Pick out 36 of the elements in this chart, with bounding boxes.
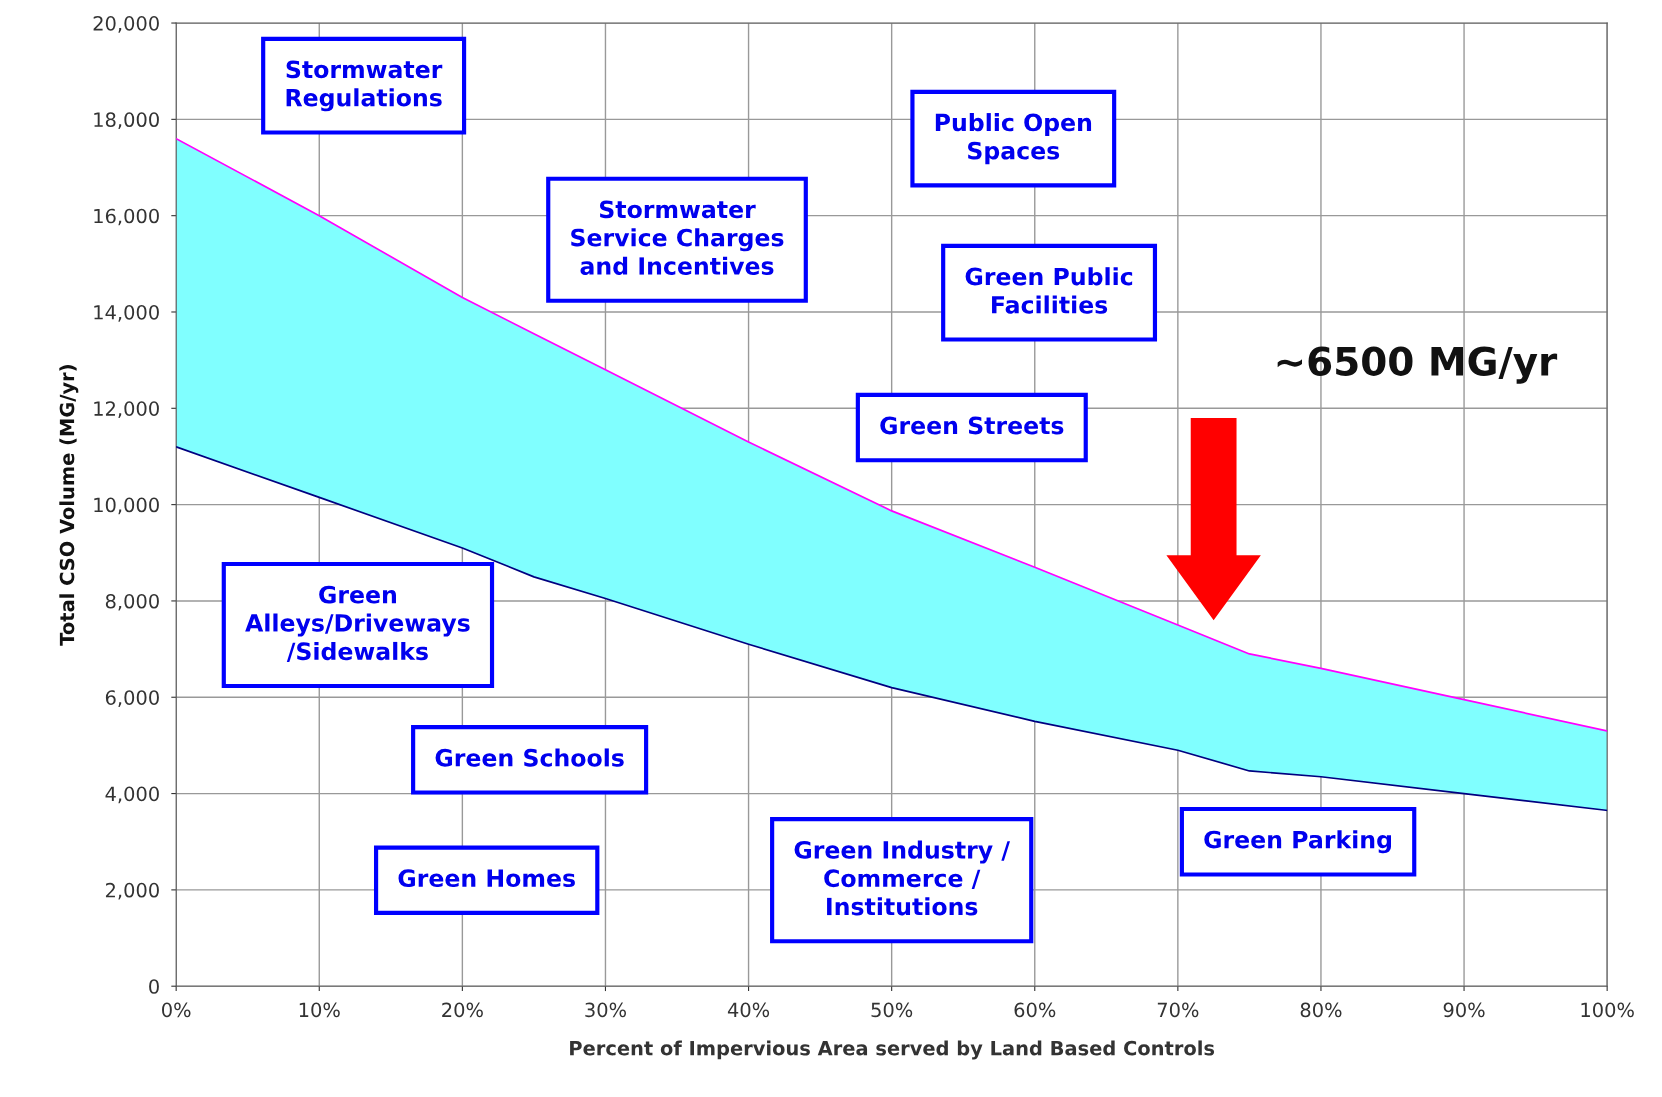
x-tick-label: 40% [727, 1002, 770, 1018]
x-tick-label: 100% [1581, 1002, 1634, 1018]
y-tick-label: 14,000 [94, 304, 159, 322]
x-tick-label: 80% [1300, 1002, 1342, 1018]
y-tick-label: 20,000 [93, 15, 159, 33]
x-tick-label: 50% [871, 1002, 913, 1018]
line-series [176, 445, 1608, 812]
y-tick-label: 12,000 [94, 401, 159, 418]
x-tick-label: 20% [442, 1002, 483, 1018]
x-tick-label: 90% [1443, 1002, 1485, 1018]
y-tick-label: 16,000 [94, 208, 159, 226]
y-axis-title: Total CSO Volume (MG/yr) [59, 365, 79, 646]
annotation: Green Public Facilities [965, 267, 1133, 314]
x-axis-title: Percent of Impervious Area served by Land Based Controls [570, 1040, 1215, 1060]
y-tick-label: 4,000 [105, 786, 159, 804]
x-tick-label: 70% [1157, 1002, 1199, 1018]
y-tick-label: 18,000 [94, 112, 159, 129]
annotation: Stormwater Service Charges and Incentives [571, 200, 784, 275]
x-tick-label: 0% [162, 1002, 191, 1018]
x-tick-label: 30% [585, 1002, 626, 1018]
y-tick-label: 8,000 [105, 593, 159, 611]
annotation: Green Streets [880, 416, 1064, 435]
x-tick-label: 60% [1014, 1002, 1056, 1018]
y-tick-label: 10,000 [94, 497, 159, 515]
x-tick-label: 10% [299, 1002, 340, 1018]
y-tick-label: 6,000 [105, 690, 159, 707]
annotation: Green Homes [398, 869, 575, 888]
annotation: Green Industry / Commerce / Institutions [794, 840, 1010, 916]
annotation: Green Parking [1204, 830, 1391, 854]
annotation: Green Alleys/Driveways /Sidewalks [245, 585, 470, 663]
annotation: ~6500 MG/yr [1277, 346, 1558, 384]
y-tick-label: 0 [149, 979, 159, 994]
annotation: Stormwater Regulations [286, 60, 443, 112]
annotation: Green Schools [435, 748, 624, 767]
y-tick-label: 2,000 [105, 882, 159, 900]
annotation: Public Open Spaces [935, 113, 1092, 165]
